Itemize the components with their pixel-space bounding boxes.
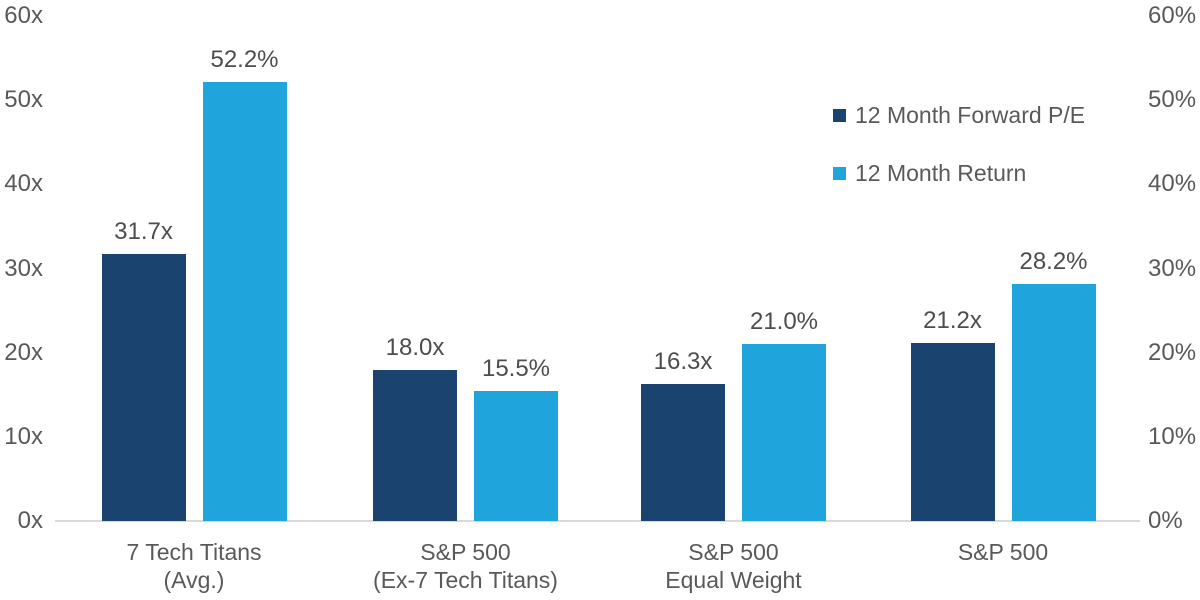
category-label-group4: S&P 500 bbox=[957, 539, 1049, 565]
left-axis-tick-label: 60x bbox=[4, 2, 43, 29]
left-axis-tick-label: 50x bbox=[4, 86, 43, 114]
bar-return-group1 bbox=[202, 81, 287, 521]
x-axis-baseline bbox=[55, 520, 1140, 522]
legend-swatch-forward-pe-icon bbox=[833, 108, 846, 122]
value-label-forward-pe-group2: 18.0x bbox=[385, 333, 445, 361]
right-axis-tick-label: 20% bbox=[1148, 338, 1197, 366]
value-label-return-group2: 15.5% bbox=[481, 354, 551, 382]
value-label-forward-pe-group1: 31.7x bbox=[114, 218, 173, 246]
chart-legend: 12 Month Forward P/E 12 Month Return bbox=[833, 103, 1085, 219]
left-axis-tick-label: 20x bbox=[4, 338, 43, 366]
right-axis-tick-label: 10% bbox=[1148, 422, 1197, 450]
right-axis-tick-label: 60% bbox=[1148, 2, 1197, 29]
bar-forward-pe-group2 bbox=[373, 369, 457, 521]
left-axis-tick-label: 10x bbox=[4, 422, 43, 450]
bar-return-group4 bbox=[1011, 283, 1096, 521]
bar-return-group2 bbox=[474, 390, 558, 521]
bar-forward-pe-group1 bbox=[101, 254, 186, 521]
bar-forward-pe-group4 bbox=[910, 342, 995, 521]
right-axis-tick-label: 50% bbox=[1148, 86, 1197, 114]
legend-item-return: 12 Month Return bbox=[833, 161, 1085, 185]
left-axis-tick-label: 30x bbox=[4, 254, 43, 282]
value-label-return-group1: 52.2% bbox=[210, 45, 279, 73]
left-axis-tick-label: 0x bbox=[17, 507, 43, 534]
legend-label-forward-pe: 12 Month Forward P/E bbox=[855, 102, 1086, 128]
value-label-return-group4: 28.2% bbox=[1019, 247, 1088, 275]
value-label-forward-pe-group4: 21.2x bbox=[923, 306, 982, 334]
right-axis-tick-label: 0% bbox=[1148, 507, 1183, 534]
category-label-group1: 7 Tech Titans (Avg.) bbox=[126, 539, 262, 593]
legend-item-forward-pe: 12 Month Forward P/E bbox=[833, 103, 1085, 127]
value-label-return-group3: 21.0% bbox=[749, 308, 819, 336]
category-label-group3: S&P 500 Equal Weight bbox=[665, 539, 802, 593]
legend-swatch-return-icon bbox=[833, 166, 846, 180]
bar-return-group3 bbox=[742, 344, 826, 521]
value-label-forward-pe-group3: 16.3x bbox=[653, 347, 713, 375]
right-axis-tick-label: 30% bbox=[1148, 254, 1197, 282]
category-label-group2: S&P 500 (Ex-7 Tech Titans) bbox=[373, 539, 558, 593]
bar-forward-pe-group3 bbox=[641, 383, 725, 521]
right-axis-tick-label: 40% bbox=[1148, 170, 1197, 198]
left-axis-tick-label: 40x bbox=[4, 170, 43, 198]
legend-label-return: 12 Month Return bbox=[855, 160, 1027, 186]
